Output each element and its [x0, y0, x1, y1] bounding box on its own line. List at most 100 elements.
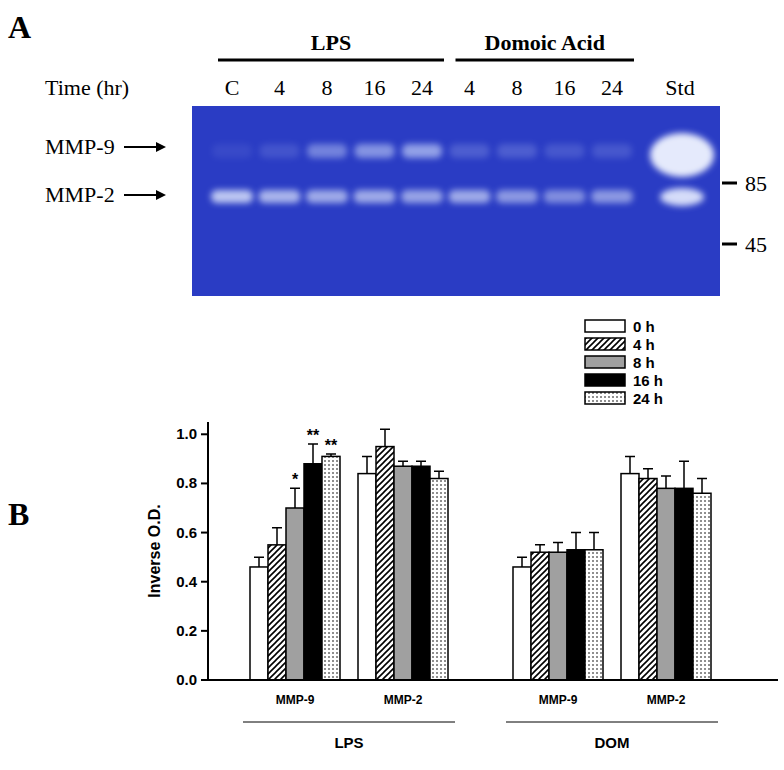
gel-band [591, 190, 633, 203]
significance: ** [307, 427, 320, 444]
group-label: LPS [334, 734, 363, 751]
treatment-bar [456, 59, 635, 62]
legend-label: 8 h [633, 354, 655, 371]
error-bar [254, 557, 264, 567]
marker-tick [722, 182, 737, 185]
y-tick [201, 630, 208, 632]
x-tick-label: MMP-2 [647, 693, 686, 707]
gel-band [650, 133, 714, 177]
error-bar [416, 461, 426, 466]
gel-band [401, 190, 443, 203]
bar [675, 488, 693, 680]
legend-swatch [585, 338, 625, 350]
panel-label: A [8, 9, 31, 45]
error-bar [697, 479, 707, 494]
lane-label: 24 [601, 75, 623, 100]
marker-label: 85 [745, 171, 767, 196]
legend-label: 24 h [633, 390, 663, 407]
group-line [506, 722, 718, 723]
legend-label: 0 h [633, 318, 655, 335]
band-arrow-head [156, 142, 166, 152]
bar [376, 447, 394, 680]
error-bar [661, 476, 671, 488]
gel-band [355, 144, 395, 158]
gel-band [306, 190, 348, 203]
panel-label: B [8, 496, 29, 532]
error-bar [625, 456, 635, 473]
figure: AC481624LPS481624Domoic AcidStdTime (hr)… [0, 0, 784, 770]
treatment-label: Domoic Acid [485, 30, 605, 55]
error-bar [290, 488, 300, 508]
gel-band [260, 144, 300, 158]
gel-band [660, 188, 704, 206]
error-bar [434, 471, 444, 478]
lane-label: 8 [512, 75, 523, 100]
error-bar [398, 461, 408, 466]
band-arrow-head [156, 190, 166, 200]
error-bar [326, 454, 336, 456]
gel-band [545, 144, 585, 158]
gel-band [544, 190, 586, 203]
bar [639, 479, 657, 680]
gel-band [212, 144, 252, 158]
bar [693, 493, 711, 680]
legend-label: 16 h [633, 372, 663, 389]
x-tick-label: MMP-9 [539, 693, 578, 707]
y-tick [201, 679, 208, 681]
error-bar [362, 456, 372, 473]
error-bar [380, 429, 390, 446]
band-label: MMP-2 [45, 182, 115, 207]
legend-label: 4 h [633, 336, 655, 353]
error-bar [679, 461, 689, 488]
gel [192, 106, 720, 296]
bar [412, 466, 430, 680]
error-bar [308, 444, 318, 464]
treatment-bar [218, 59, 444, 62]
gel-band [307, 144, 347, 158]
gel-band [259, 190, 301, 203]
bar [585, 550, 603, 680]
y-tick-label: 1.0 [176, 425, 197, 442]
significance: * [292, 471, 299, 488]
y-tick-label: 0.0 [176, 671, 197, 688]
lane-label: Std [665, 75, 694, 100]
group-label: DOM [595, 734, 630, 751]
bar [549, 552, 567, 680]
x-tick-label: MMP-9 [276, 693, 315, 707]
marker-tick [722, 243, 737, 246]
y-axis-label: Inverse O.D. [146, 504, 163, 597]
bar [322, 456, 340, 680]
bar [531, 552, 549, 680]
gel-band [496, 190, 538, 203]
legend-swatch [585, 356, 625, 368]
legend-swatch [585, 392, 625, 404]
y-tick-label: 0.6 [176, 524, 197, 541]
lane-label: 16 [364, 75, 386, 100]
lane-label: 24 [411, 75, 433, 100]
bar [286, 508, 304, 680]
lane-label: 4 [274, 75, 285, 100]
bar [567, 550, 585, 680]
group-line [243, 722, 455, 723]
lane-label: 16 [554, 75, 576, 100]
bar [358, 474, 376, 680]
error-bar [589, 533, 599, 550]
bar [250, 567, 268, 680]
y-axis [207, 422, 209, 680]
error-bar [571, 533, 581, 550]
gel-band [354, 190, 396, 203]
gel-band [449, 190, 491, 203]
y-tick [201, 581, 208, 583]
y-tick [201, 532, 208, 534]
y-tick-label: 0.8 [176, 474, 197, 491]
x-axis [208, 679, 778, 681]
bars [250, 429, 711, 680]
gel-band [402, 144, 442, 158]
error-bar [517, 557, 527, 567]
error-bar [272, 528, 282, 545]
bar [621, 474, 639, 680]
gel-band [211, 190, 253, 203]
band-label: MMP-9 [45, 134, 115, 159]
bar [304, 464, 322, 680]
gel-band [497, 144, 537, 158]
